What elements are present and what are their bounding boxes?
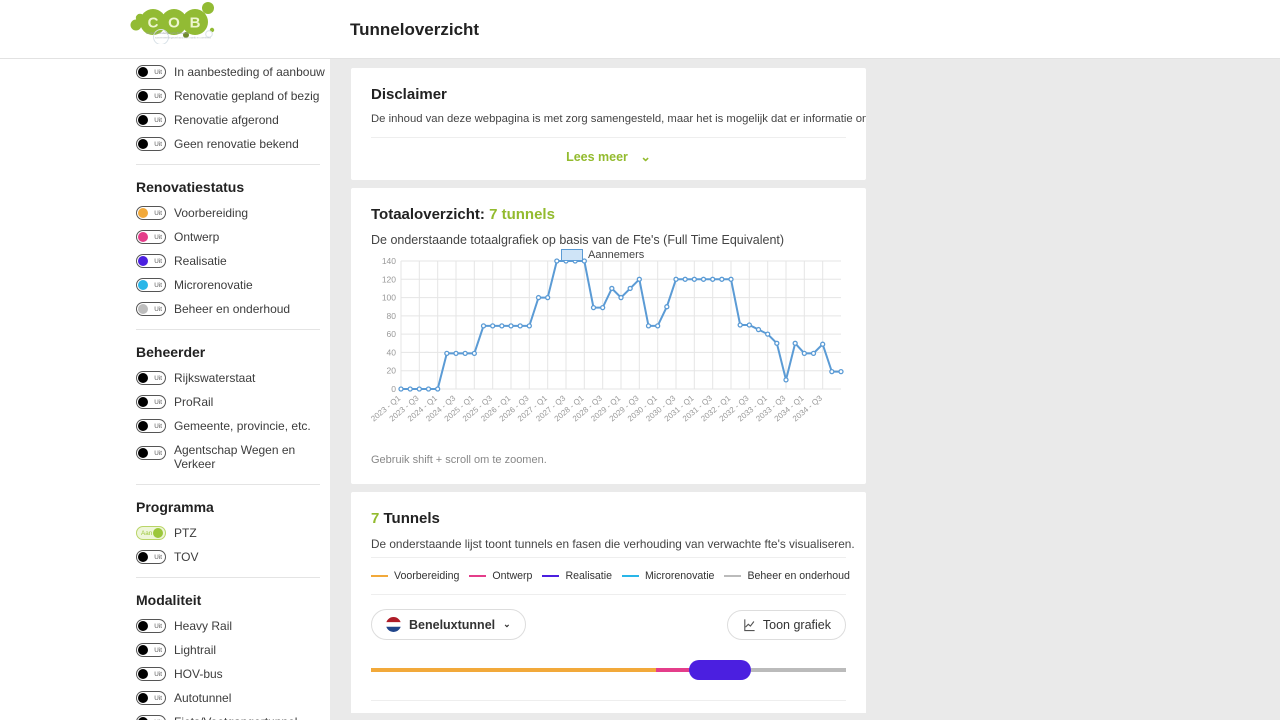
- svg-text:O: O: [168, 15, 180, 32]
- svg-text:samenwerkingsverband van markt: samenwerkingsverband van markt en overhe…: [155, 36, 211, 40]
- svg-text:40: 40: [387, 347, 397, 357]
- svg-text:140: 140: [382, 256, 396, 266]
- svg-text:C: C: [148, 15, 159, 32]
- svg-text:80: 80: [387, 311, 397, 321]
- svg-text:60: 60: [387, 329, 397, 339]
- svg-text:20: 20: [387, 366, 397, 376]
- svg-text:B: B: [190, 15, 201, 32]
- svg-text:Centrum Ondergronds Bouwen: Centrum Ondergronds Bouwen: [146, 31, 188, 35]
- svg-text:100: 100: [382, 293, 396, 303]
- svg-text:0: 0: [391, 384, 396, 394]
- svg-text:120: 120: [382, 274, 396, 284]
